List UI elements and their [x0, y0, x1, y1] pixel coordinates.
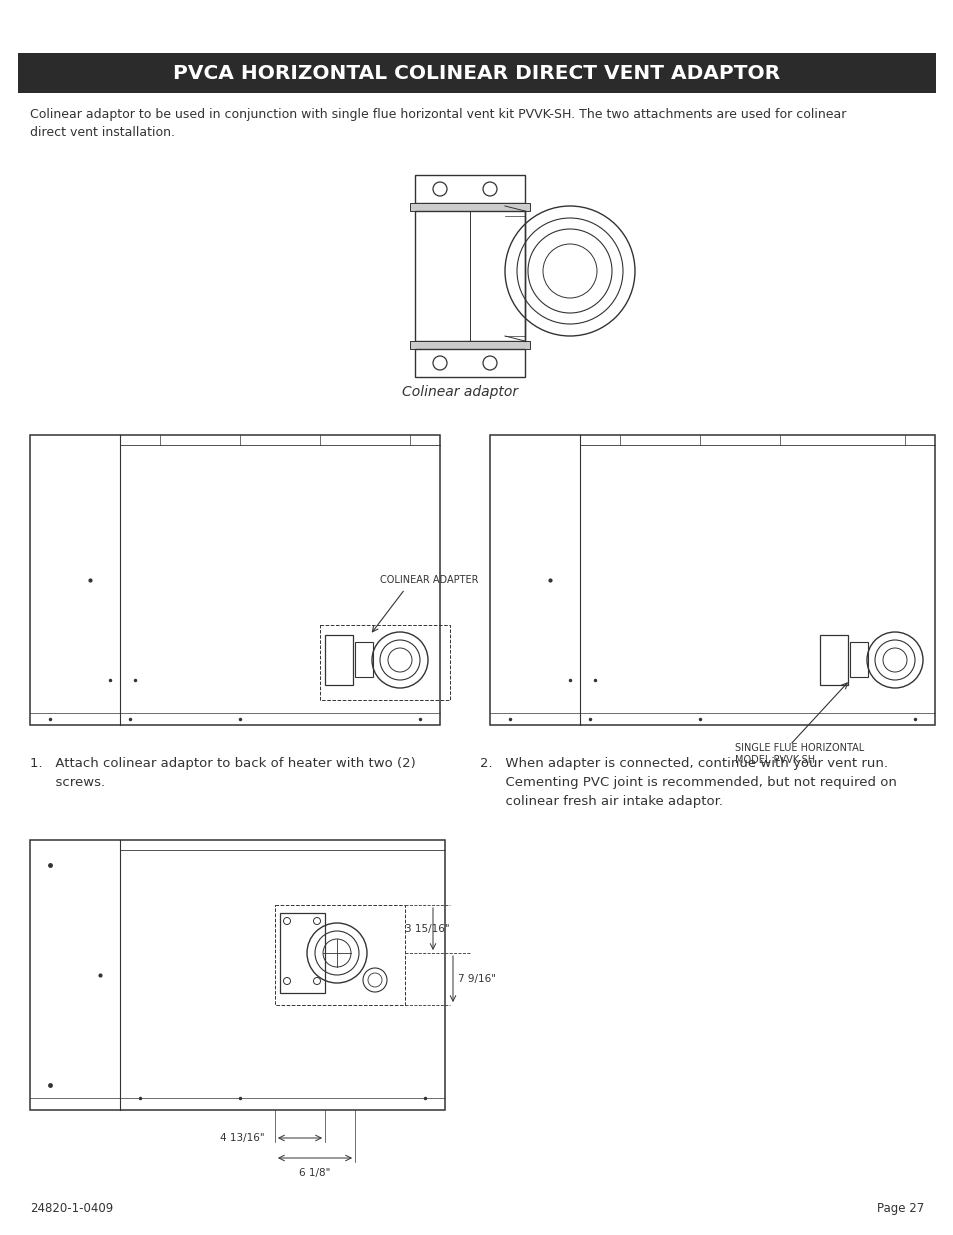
Text: 1.   Attach colinear adaptor to back of heater with two (2)
      screws.: 1. Attach colinear adaptor to back of he… [30, 757, 416, 789]
Bar [410, 203, 530, 211]
Text: Colinear adaptor: Colinear adaptor [401, 385, 517, 399]
Bar [410, 341, 530, 350]
Bar [490, 435, 934, 725]
Text: Colinear adaptor to be used in conjunction with single flue horizontal vent kit : Colinear adaptor to be used in conjuncti… [30, 107, 845, 140]
Bar [30, 435, 439, 725]
Text: Page 27: Page 27 [876, 1202, 923, 1215]
Text: PVCA HORIZONTAL COLINEAR DIRECT VENT ADAPTOR: PVCA HORIZONTAL COLINEAR DIRECT VENT ADA… [173, 63, 780, 83]
Text: 2.   When adapter is connected, continue with your vent run.
      Cementing PVC: 2. When adapter is connected, continue w… [479, 757, 896, 808]
Bar [849, 642, 867, 677]
Bar [325, 635, 353, 685]
Bar [820, 635, 847, 685]
Text: 3 15/16": 3 15/16" [405, 924, 449, 934]
Bar [18, 53, 935, 93]
Text: 7 9/16": 7 9/16" [457, 974, 496, 984]
Bar [415, 211, 524, 341]
Bar [355, 642, 373, 677]
Bar [415, 350, 524, 377]
Bar [280, 913, 325, 993]
Bar [415, 175, 524, 203]
Text: COLINEAR ADAPTER: COLINEAR ADAPTER [379, 576, 478, 585]
Bar [274, 905, 405, 1005]
Text: SINGLE FLUE HORIZONTAL
MODEL PVVK-SH: SINGLE FLUE HORIZONTAL MODEL PVVK-SH [734, 743, 863, 764]
Text: 6 1/8": 6 1/8" [299, 1168, 331, 1178]
Text: 4 13/16": 4 13/16" [220, 1132, 264, 1144]
Bar [319, 625, 450, 700]
Bar [30, 840, 444, 1110]
Text: 24820-1-0409: 24820-1-0409 [30, 1202, 113, 1215]
